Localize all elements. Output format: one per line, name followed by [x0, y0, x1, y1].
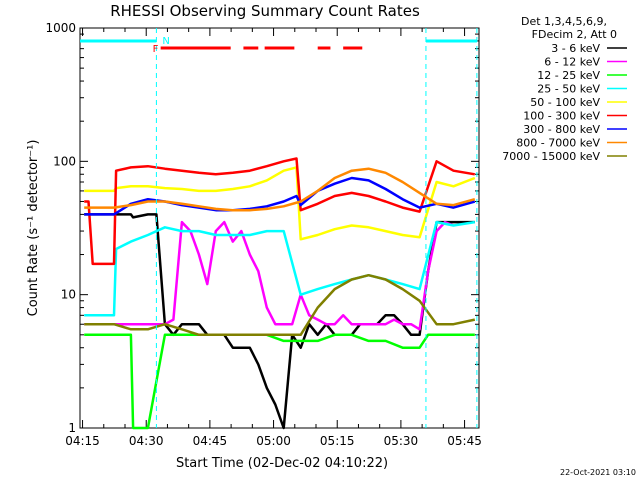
series-line-4: [84, 166, 476, 241]
legend-label-2: 12 - 25 keV: [537, 69, 600, 82]
x-ticks: 04:15 04:30 04:45 05:00 05:15 05:30 05:45: [65, 28, 482, 448]
series-layer: [84, 157, 476, 430]
series-line-5: [84, 157, 476, 266]
y-axis-label: Count Rate (s⁻¹ detector⁻¹): [26, 140, 41, 317]
y-tick-label: 1000: [45, 21, 76, 35]
series-line-3: [84, 220, 475, 317]
state-bars: FN: [80, 28, 478, 428]
y-ticks: 1 10 100 1000: [45, 21, 479, 435]
series-line-2: [84, 333, 475, 430]
plot-frame: [79, 27, 480, 429]
series-line-6: [84, 176, 476, 216]
x-tick-label: 05:15: [320, 434, 355, 448]
legend-label-1: 6 - 12 keV: [544, 56, 600, 69]
x-tick-label: 04:30: [129, 434, 164, 448]
y-tick-label: 10: [61, 288, 76, 302]
legend-label-8: 7000 - 15000 keV: [502, 150, 600, 163]
x-tick-label: 05:00: [256, 434, 291, 448]
legend-label-7: 800 - 7000 keV: [516, 137, 600, 150]
x-tick-label: 05:45: [447, 434, 482, 448]
x-axis-label: Start Time (02-Dec-02 04:10:22): [176, 456, 388, 471]
series-line-0: [84, 213, 475, 430]
legend: Det 1,3,4,5,6,9, FDecim 2, Att 0 3 - 6 k…: [502, 15, 627, 163]
legend-label-6: 300 - 800 keV: [523, 123, 600, 136]
x-tick-label: 04:45: [193, 434, 228, 448]
x-tick-label: 04:15: [65, 434, 100, 448]
legend-label-5: 100 - 300 keV: [523, 110, 600, 123]
footer-stamp: 22-Oct-2021 03:10: [560, 468, 636, 477]
legend-label-4: 50 - 100 keV: [530, 96, 600, 109]
series-line-8: [84, 273, 476, 337]
series-line-7: [84, 167, 476, 212]
series-line-1: [84, 220, 454, 331]
chart-title: RHESSI Observing Summary Count Rates: [110, 2, 420, 20]
legend-label-0: 3 - 6 keV: [551, 42, 600, 55]
y-tick-label: 100: [53, 154, 76, 168]
legend-label-3: 25 - 50 keV: [537, 83, 600, 96]
state-label-f: F: [153, 44, 159, 55]
y-tick-label: 1: [68, 421, 76, 435]
state-label-n: N: [162, 36, 169, 47]
legend-header-2: FDecim 2, Att 0: [532, 28, 617, 41]
x-tick-label: 05:30: [384, 434, 419, 448]
legend-header-1: Det 1,3,4,5,6,9,: [521, 15, 607, 28]
